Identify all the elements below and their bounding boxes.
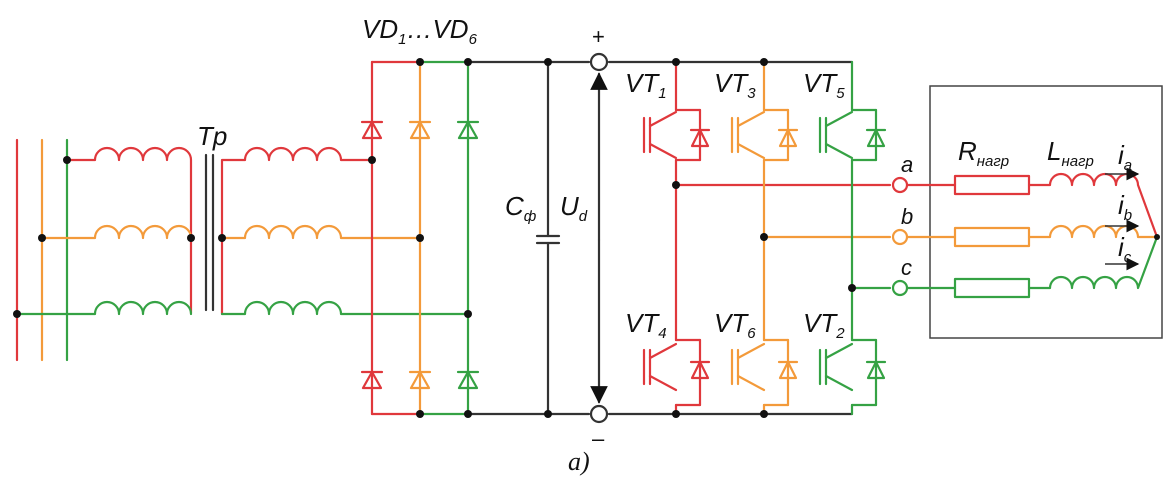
vt1-diode (689, 128, 711, 148)
vt5-transistor (818, 110, 854, 160)
ia-label: ia (1118, 140, 1132, 174)
load-circuit (905, 167, 1160, 299)
diode-top-c (456, 120, 480, 140)
inverter-leg-c (818, 60, 892, 416)
ic-label: ic (1118, 232, 1132, 266)
transformer-secondary (220, 146, 470, 316)
vt2-label: VT2 (803, 308, 845, 342)
diode-bottom-a (360, 370, 384, 390)
diode-top-a (360, 120, 384, 140)
diode-bottom-c (456, 370, 480, 390)
phase-c-label: c (901, 255, 912, 280)
transformer-core (204, 153, 215, 312)
phase-b-label: b (901, 204, 913, 229)
dc-link (466, 52, 854, 424)
vt6-label: VT6 (714, 308, 756, 342)
vt3-transistor (730, 110, 766, 160)
vt2-diode (865, 360, 887, 380)
vt1-transistor (642, 110, 678, 160)
inverter-leg-a (642, 60, 892, 416)
minus-label: – (592, 426, 605, 451)
inductor-label: Lнагр (1047, 136, 1094, 170)
ib-label: ib (1118, 190, 1132, 224)
vt5-diode (865, 128, 887, 148)
transformer-label: Tp (197, 121, 227, 151)
vt1-label: VT1 (625, 68, 667, 102)
resistor-label: Rнагр (958, 136, 1009, 170)
figure-caption: а) (568, 447, 590, 476)
load-box (929, 85, 1163, 339)
grid-lines (15, 138, 69, 362)
vt6-transistor (730, 342, 766, 392)
resistor-a (953, 174, 1031, 196)
diode-bottom-b (408, 370, 432, 390)
vt4-label: VT4 (625, 308, 667, 342)
vt3-diode (777, 128, 799, 148)
resistor-b (953, 226, 1031, 248)
plus-label: + (592, 24, 605, 49)
resistor-c (953, 277, 1031, 299)
vt6-diode (777, 360, 799, 380)
capacitor-label: Cф (505, 191, 537, 225)
vt4-transistor (642, 342, 678, 392)
diode-bridge-label: VD1…VD6 (362, 14, 478, 48)
junction-dots (13, 58, 856, 418)
minus-terminal (589, 404, 609, 424)
transformer-primary (15, 146, 193, 316)
phase-a-label: a (901, 152, 913, 177)
vt5-label: VT5 (803, 68, 845, 102)
vt2-transistor (818, 342, 854, 392)
vt4-diode (689, 360, 711, 380)
ud-label: Ud (560, 191, 588, 225)
vt3-label: VT3 (714, 68, 756, 102)
inverter-leg-b (730, 60, 892, 416)
diode-top-b (408, 120, 432, 140)
plus-terminal (589, 52, 609, 72)
